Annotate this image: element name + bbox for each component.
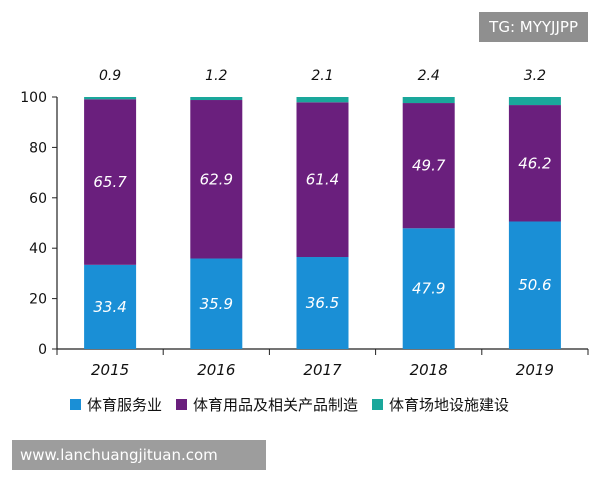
bar-segment	[84, 264, 137, 349]
bar-segment	[508, 105, 561, 222]
data-label: 47.9	[412, 280, 445, 298]
bar-segment	[402, 97, 455, 104]
bar-segment	[402, 103, 455, 229]
legend-item-facilities: 体育场地设施建设	[372, 394, 509, 415]
bar-segment	[84, 97, 137, 100]
data-label-top: 1.2	[205, 68, 227, 84]
bar-segment	[508, 97, 561, 106]
data-label-top: 3.2	[524, 68, 546, 84]
legend-swatch-service	[70, 399, 81, 410]
bar-segment	[296, 102, 349, 258]
x-category-label: 2015	[91, 361, 129, 379]
y-tick-label: 100	[20, 90, 47, 106]
x-category-label: 2018	[410, 361, 448, 379]
bar-segment	[508, 221, 561, 349]
legend-label-manufacturing: 体育用品及相关产品制造	[193, 396, 359, 414]
y-tick-label: 80	[29, 140, 47, 156]
watermark-url: www.lanchuangjituan.com	[12, 440, 266, 470]
bar-segment	[190, 258, 243, 349]
data-label: 50.6	[518, 276, 551, 294]
data-label: 65.7	[93, 173, 127, 191]
x-category-label: 2016	[197, 361, 235, 379]
data-label: 46.2	[518, 154, 551, 172]
x-category-label: 2019	[516, 361, 554, 379]
legend-item-manufacturing: 体育用品及相关产品制造	[176, 394, 358, 415]
legend-swatch-manufacturing	[176, 399, 188, 410]
stacked-bar-chart: 0 20 40 60 80 100 33.4 65.7 0.9 2015 35.9 62.9 1.2 2…	[20, 68, 589, 379]
labels: 33.4 65.7 0.9 2015 35.9 62.9 1.2 2016 36.5 61.4 2.…	[91, 68, 554, 379]
bar-segment	[84, 99, 137, 265]
bar-segment	[190, 100, 243, 259]
bar-segment	[296, 257, 349, 349]
legend-item-service: 体育服务业	[70, 394, 162, 415]
x-category-label: 2017	[303, 361, 342, 379]
data-label: 33.4	[93, 298, 126, 316]
y-tick-label: 40	[29, 241, 47, 257]
data-label-top: 2.4	[418, 68, 440, 84]
data-label-top: 0.9	[99, 68, 121, 84]
bars	[84, 97, 561, 349]
bar-segment	[402, 228, 455, 349]
legend-label-service: 体育服务业	[87, 396, 163, 414]
tg-tag: TG: MYYJJPP	[479, 12, 588, 42]
data-label: 49.7	[412, 157, 446, 175]
data-label: 62.9	[200, 170, 233, 188]
bar-segment	[190, 97, 243, 101]
legend: 体育服务业 体育用品及相关产品制造 体育场地设施建设	[70, 394, 509, 415]
data-label: 35.9	[200, 295, 233, 313]
y-tick-label: 0	[38, 342, 47, 358]
legend-swatch-facilities	[372, 399, 384, 410]
y-tick-label: 60	[29, 191, 47, 207]
data-label: 61.4	[306, 171, 339, 189]
y-tick-label: 20	[29, 292, 47, 308]
data-label: 36.5	[306, 294, 339, 312]
data-label-top: 2.1	[311, 68, 333, 84]
legend-label-facilities: 体育场地设施建设	[389, 396, 510, 414]
bar-segment	[296, 97, 349, 103]
